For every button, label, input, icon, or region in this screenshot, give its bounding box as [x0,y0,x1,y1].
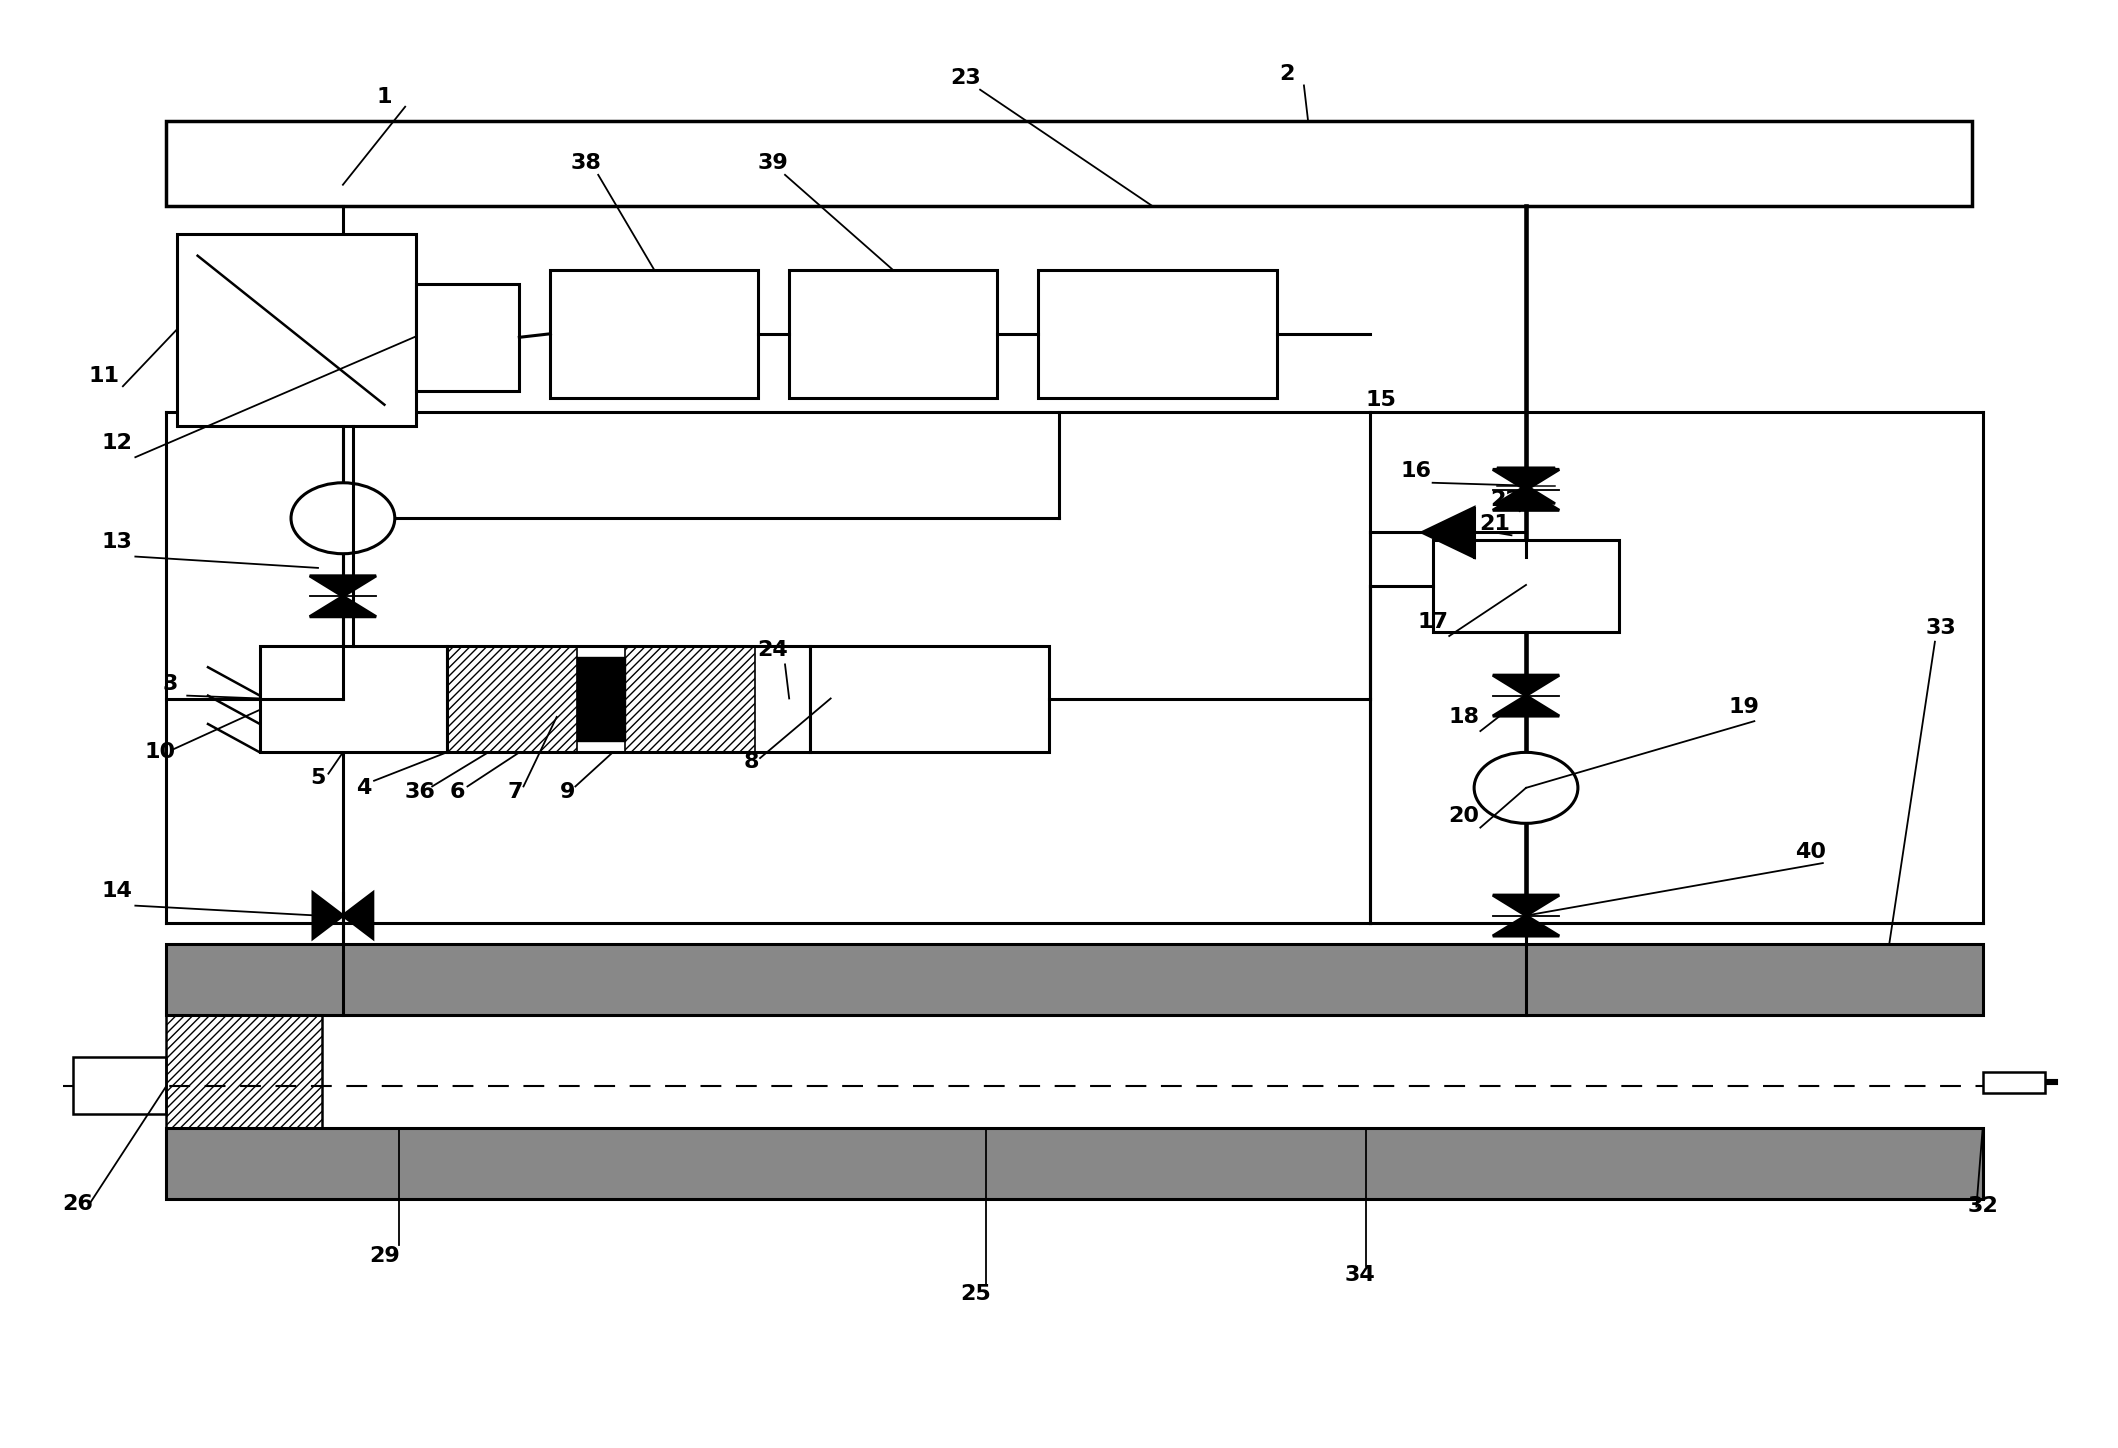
Text: 13: 13 [102,533,131,552]
Polygon shape [1497,485,1555,504]
Text: 25: 25 [962,1284,991,1305]
Bar [261,646,447,753]
Polygon shape [1493,489,1559,510]
Text: 24: 24 [758,640,788,660]
Text: 32: 32 [1968,1196,1997,1216]
Bar [74,1057,167,1115]
Text: 39: 39 [758,153,788,174]
Bar [790,269,998,398]
Text: 38: 38 [570,153,602,174]
Bar [809,646,1048,753]
Bar [167,122,1972,206]
Text: 12: 12 [102,433,131,453]
Text: 10: 10 [144,743,176,763]
Text: 9: 9 [559,782,574,802]
Text: 2: 2 [1279,64,1294,84]
Bar [578,657,625,741]
Text: 17: 17 [1417,613,1449,631]
Text: 29: 29 [369,1247,400,1266]
Bar [415,284,519,391]
Circle shape [1474,753,1578,824]
Bar [1982,1072,2046,1093]
Bar [447,646,809,753]
Polygon shape [1493,469,1559,489]
Bar [167,1015,1982,1128]
Bar [447,646,578,753]
Text: 16: 16 [1400,462,1432,481]
Bar [1038,269,1277,398]
Text: 3: 3 [163,675,178,694]
Text: 7: 7 [508,782,523,802]
Text: 5: 5 [311,767,326,788]
Text: 33: 33 [1925,617,1957,637]
Text: 15: 15 [1366,391,1396,410]
Text: 22: 22 [1489,489,1521,510]
Bar [625,646,756,753]
Text: 11: 11 [89,366,121,387]
Text: 19: 19 [1728,696,1760,717]
Polygon shape [1423,508,1474,557]
Text: 1: 1 [377,87,392,107]
Text: 14: 14 [102,882,131,902]
Bar [551,269,758,398]
Text: 20: 20 [1449,807,1478,827]
Text: 18: 18 [1449,707,1478,727]
Text: 4: 4 [356,778,371,798]
Polygon shape [309,576,377,597]
Bar [167,1128,1982,1199]
Bar [1432,540,1620,631]
Text: 26: 26 [61,1193,93,1213]
Polygon shape [309,597,377,617]
Text: 34: 34 [1345,1264,1375,1284]
Text: 21: 21 [1480,514,1510,534]
Text: 8: 8 [743,753,760,772]
Bar [167,1015,322,1128]
Text: 40: 40 [1794,841,1826,862]
Bar [167,944,1982,1015]
Text: 36: 36 [405,782,434,802]
Polygon shape [1493,695,1559,717]
Polygon shape [1493,675,1559,695]
Polygon shape [1493,915,1559,935]
Polygon shape [313,893,343,938]
Polygon shape [1493,895,1559,915]
Circle shape [290,482,394,553]
Polygon shape [1497,468,1555,485]
Text: 23: 23 [951,68,981,88]
Polygon shape [343,893,373,938]
Text: 6: 6 [449,782,464,802]
Bar [178,235,415,426]
